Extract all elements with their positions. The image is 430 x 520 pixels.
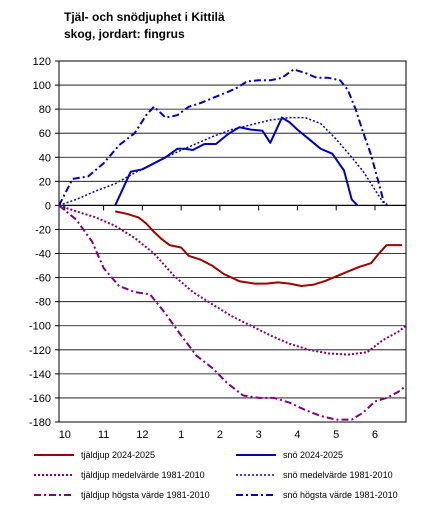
x-tick-label: 2	[217, 429, 223, 441]
y-tick-label: -100	[29, 321, 51, 333]
chart-title-line-1: Tjäl- och snödjuphet i Kittilä	[64, 10, 225, 24]
y-tick-label: 60	[39, 128, 51, 140]
y-tick-label: -60	[35, 273, 51, 285]
series-lines	[59, 68, 406, 421]
y-tick-label: -140	[29, 369, 51, 381]
y-tick-label: -20	[35, 224, 51, 236]
y-tick-label: 120	[33, 56, 51, 68]
legend-label-1: snö 2024-2025	[283, 450, 343, 460]
axes	[55, 60, 407, 423]
y-tick-label: -160	[29, 393, 51, 405]
x-tick-label: 12	[136, 429, 148, 441]
legend: tjäldjup 2024-2025 snö 2024-2025 tjäldjup …	[34, 450, 398, 500]
y-tick-label: 40	[39, 152, 51, 164]
series-line-4	[59, 204, 406, 421]
plot-border	[58, 60, 407, 423]
chart-title: Tjäl- och snödjuphet i Kittilä skog, jor…	[64, 9, 364, 43]
x-tick-label: 1	[178, 429, 184, 441]
y-tick-label: -120	[29, 345, 51, 357]
x-tick-label: 6	[372, 429, 378, 441]
grid-lines	[59, 60, 406, 423]
series-line-0	[114, 210, 403, 287]
legend-label-3: snö medelvärde 1981-2010	[283, 470, 393, 480]
x-tick-label: 11	[98, 429, 109, 441]
chart-title-line-2: skog, jordart: fingrus	[64, 27, 185, 41]
y-tick-label: 80	[39, 104, 51, 116]
x-tick-label: 4	[294, 429, 300, 441]
x-tick-label: 3	[256, 429, 262, 441]
legend-label-4: tjäldjup högsta värde 1981-2010	[81, 490, 210, 500]
series-line-3	[59, 116, 389, 207]
x-tick-label: 5	[333, 429, 339, 441]
tick-labels: 120 100 80 60 40 20 0 -20 -40 -60 -80 -100 -120 -140 -…	[29, 56, 378, 441]
y-tick-label: -40	[35, 249, 51, 261]
y-tick-label: -80	[35, 297, 51, 309]
series-line-1	[114, 116, 359, 207]
legend-label-0: tjäldjup 2024-2025	[81, 450, 155, 460]
y-tick-label: 20	[39, 176, 51, 188]
series-line-5	[59, 68, 386, 206]
y-tick-label: 0	[45, 200, 51, 212]
legend-label-5: snö högsta värde 1981-2010	[283, 490, 398, 500]
y-tick-label: -180	[29, 417, 51, 429]
legend-label-2: tjäldjup medelvärde 1981-2010	[81, 470, 205, 480]
y-tick-label: 100	[33, 80, 51, 92]
x-tick-label: 10	[59, 429, 71, 441]
